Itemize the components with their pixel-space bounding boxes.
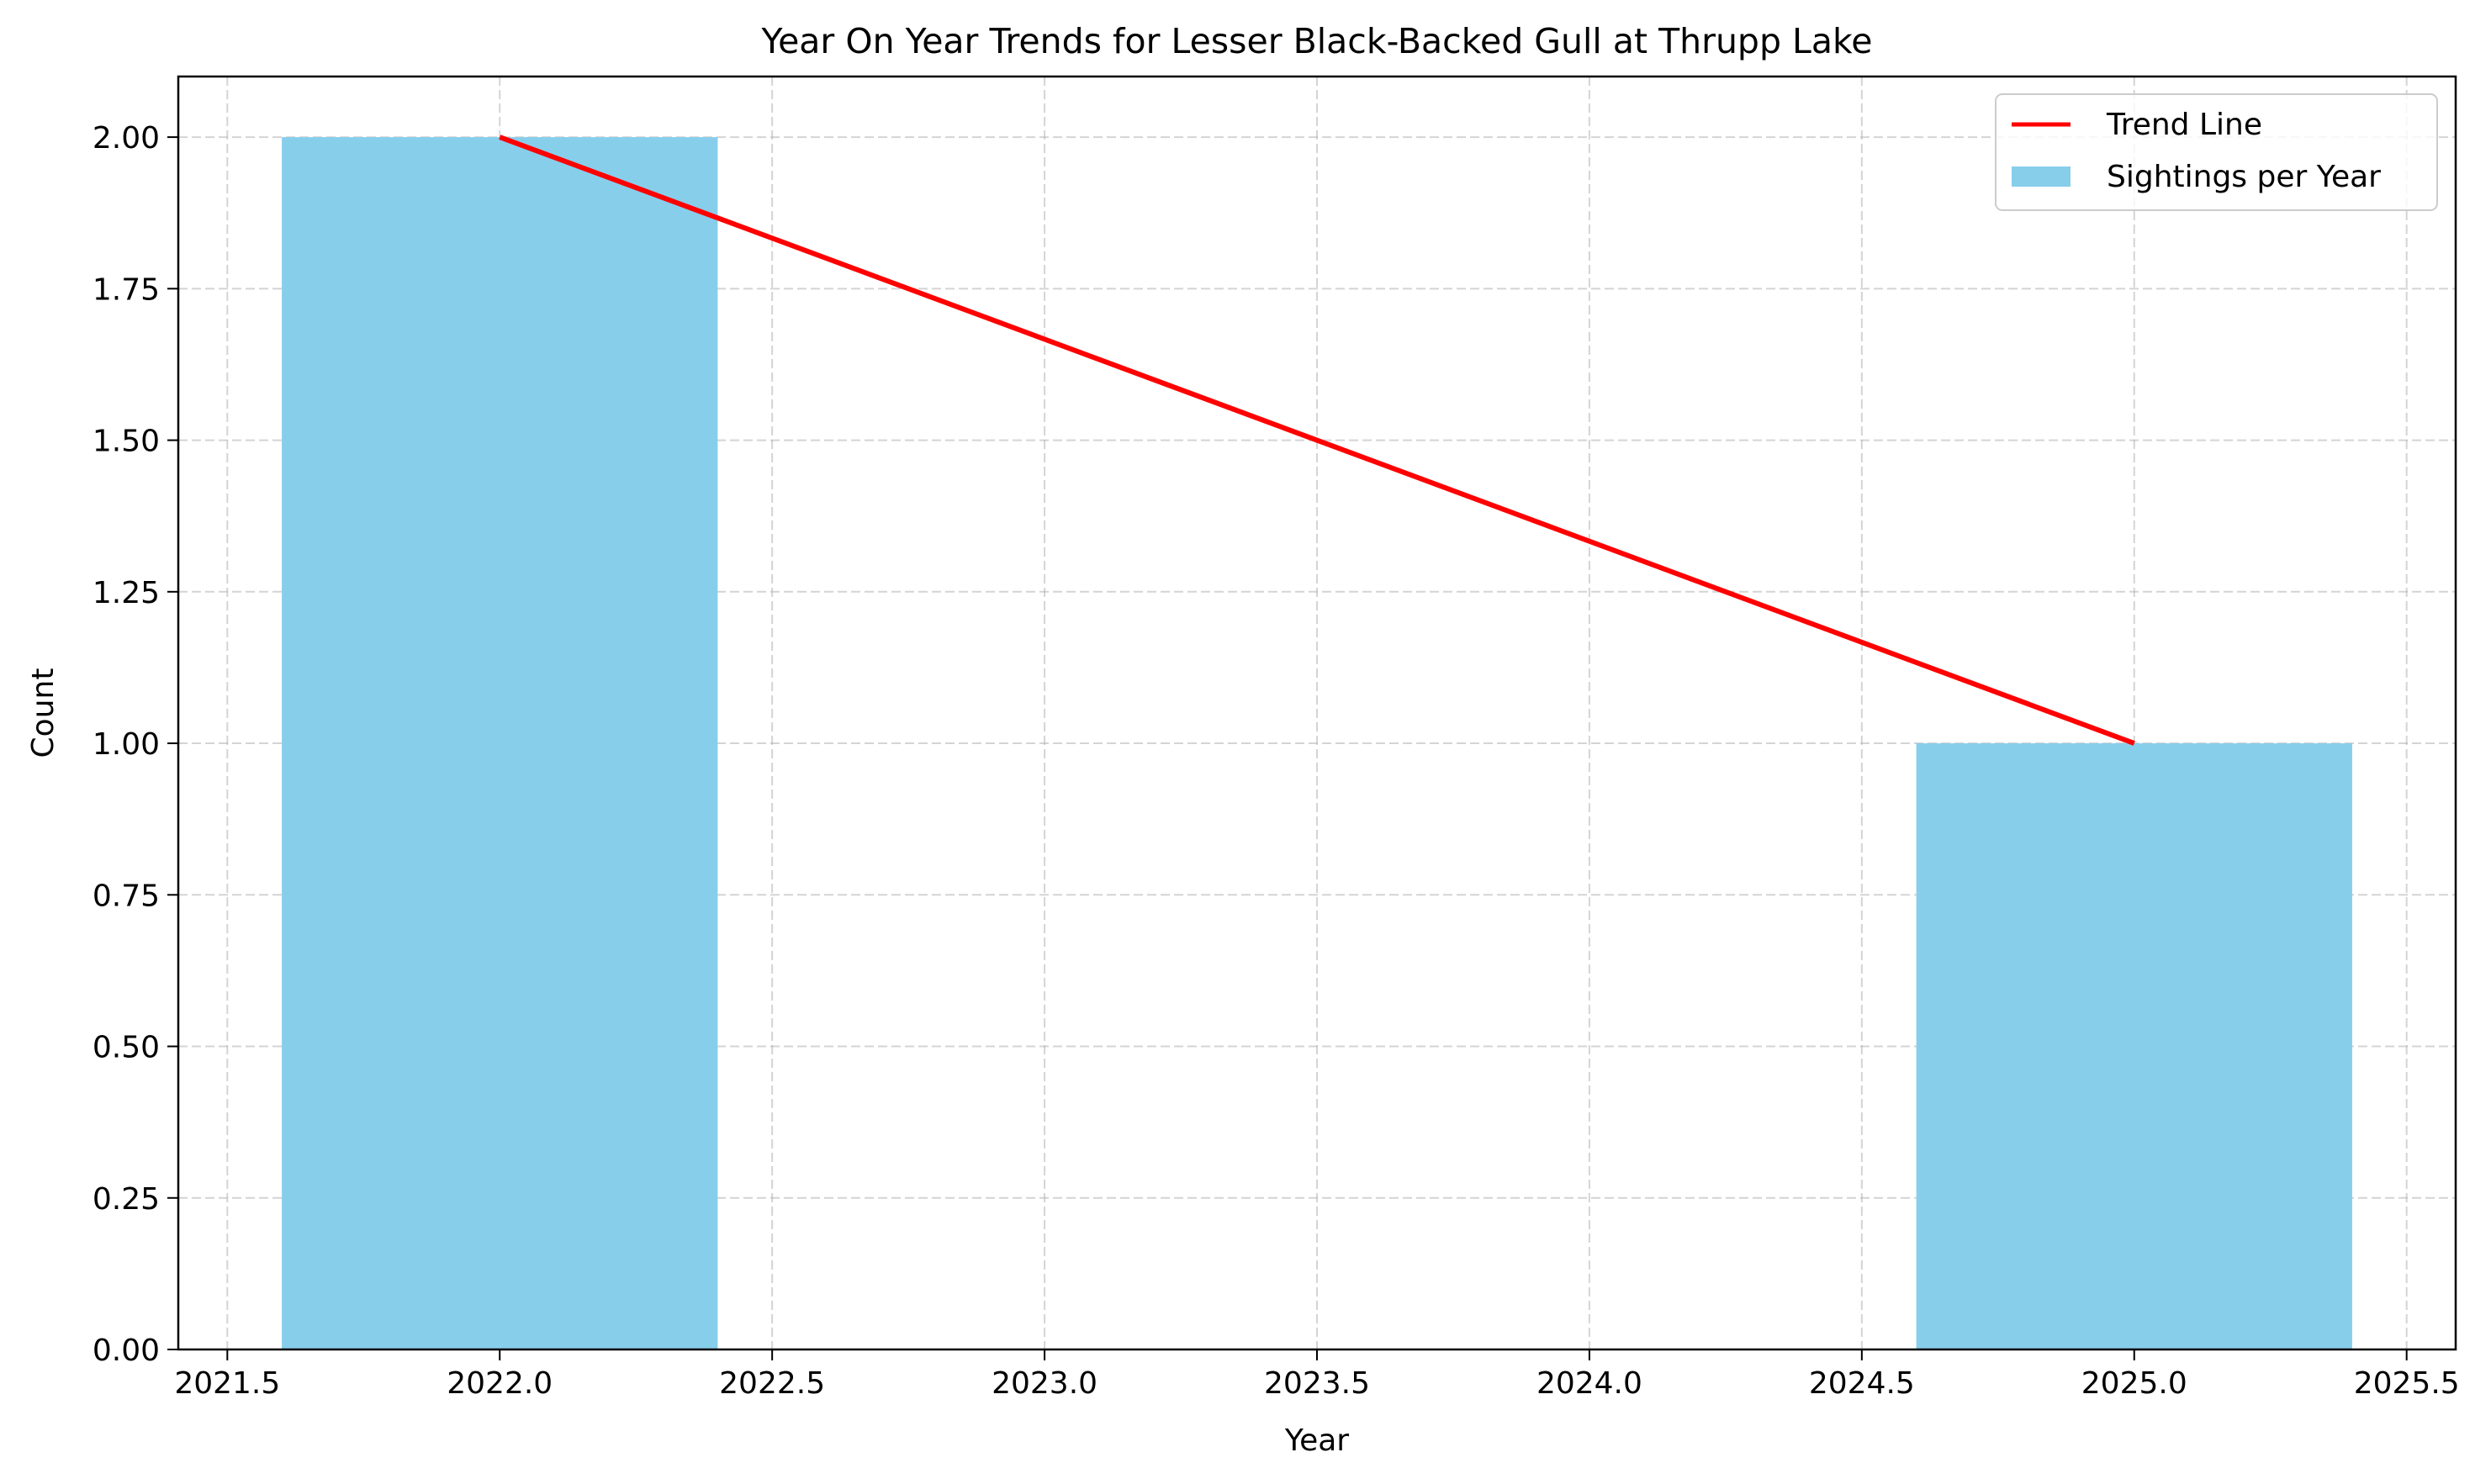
x-tick-label: 2024.0 (1536, 1366, 1642, 1401)
x-tick-label: 2022.5 (719, 1366, 825, 1401)
y-tick-label: 1.00 (93, 727, 160, 762)
legend: Trend Line Sightings per Year (1995, 93, 2438, 211)
y-tick-label: 0.25 (93, 1182, 160, 1217)
legend-sightings-swatch (2012, 166, 2071, 187)
x-tick-label: 2022.0 (447, 1366, 553, 1401)
y-axis-label: Count (26, 668, 61, 758)
y-tick-label: 0.00 (93, 1333, 160, 1368)
trend-line-series (499, 135, 2135, 746)
x-tick-label: 2024.5 (1809, 1366, 1915, 1401)
y-tick-label: 2.00 (93, 121, 160, 156)
x-axis-label: Year (1284, 1423, 1349, 1458)
legend-trend-line-label: Trend Line (2106, 108, 2262, 142)
x-tick-label: 2025.0 (2081, 1366, 2187, 1401)
legend-sightings-label: Sightings per Year (2107, 160, 2381, 194)
bar-series (282, 137, 2352, 1350)
y-tick-label: 0.50 (93, 1031, 160, 1065)
y-tick-label: 1.25 (93, 576, 160, 610)
x-tick-label: 2023.5 (1264, 1366, 1370, 1401)
y-tick-label: 1.75 (93, 272, 160, 307)
y-tick-label: 1.50 (93, 425, 160, 459)
legend-box (1995, 93, 2438, 211)
axis-ticks: 2021.5 2022.0 2022.5 2023.0 2023.5 2024.0 2024… (93, 121, 2460, 1401)
x-tick-label: 2023.0 (992, 1366, 1097, 1401)
bar (282, 137, 718, 1350)
trend-line (499, 135, 2135, 746)
y-tick-label: 0.75 (93, 879, 160, 913)
bar (1916, 743, 2352, 1349)
x-tick-label: 2021.5 (174, 1366, 280, 1401)
chart-title: Year On Year Trends for Lesser Black-Bac… (760, 21, 1872, 61)
x-tick-label: 2025.5 (2354, 1366, 2460, 1401)
